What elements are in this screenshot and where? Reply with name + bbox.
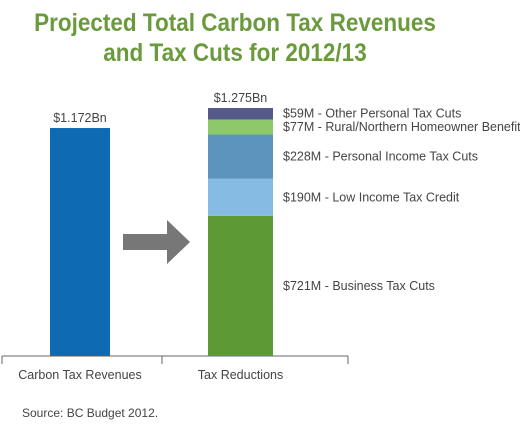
bar-carbon-tax-revenues [50,128,110,356]
data-label-business-tax-cuts: $721M - Business Tax Cuts [283,279,435,293]
data-label-low-income-tax-credit: $190M - Low Income Tax Credit [283,190,460,204]
data-label-personal-income-tax-cuts: $228M - Personal Income Tax Cuts [283,150,478,164]
arrow-shape [123,220,190,264]
data-label-tax-reductions-total: $1.275Bn [214,91,268,105]
chart-title-line-1: Projected Total Carbon Tax Revenues [34,9,436,37]
bar-segment-other-personal-tax-cuts [208,108,273,120]
data-label-carbon-tax-revenues: $1.172Bn [53,111,107,125]
x-tick-label-tax-reductions: Tax Reductions [198,368,283,382]
data-label-other-personal-tax-cuts: $59M - Other Personal Tax Cuts [283,107,461,121]
bar-segment-personal-income-tax-cuts [208,134,273,179]
bar-segment-rural-northern-homeowner-benefit [208,119,273,135]
source-note: Source: BC Budget 2012. [22,406,159,420]
chart-title-line-2: and Tax Cuts for 2012/13 [103,39,367,67]
x-tick-label-carbon-tax-revenues: Carbon Tax Revenues [18,368,141,382]
chart-title: Projected Total Carbon Tax Revenues and … [24,8,447,68]
bar-segment-business-tax-cuts [208,215,273,356]
data-label-rural-northern-homeowner-benefit: $77M - Rural/Northern Homeowner Benefit [283,120,520,134]
bar-segment-low-income-tax-credit [208,178,273,216]
